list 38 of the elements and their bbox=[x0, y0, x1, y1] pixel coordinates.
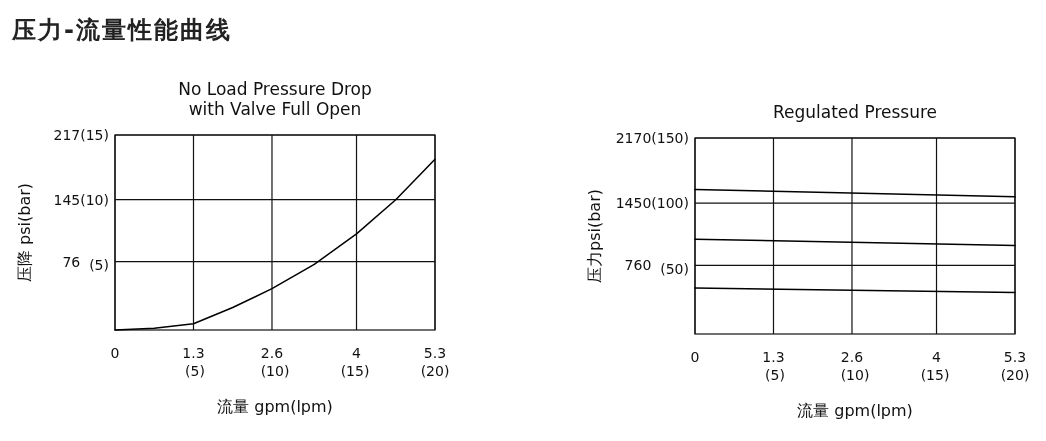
y2-tick-label: (150) bbox=[651, 130, 689, 146]
y-tick-label: 217 bbox=[53, 127, 81, 143]
x2-tick-label: (5) bbox=[185, 363, 205, 379]
y-tick-label: 2170 bbox=[615, 130, 652, 146]
y-axis-title: 压降 psi(bar) bbox=[15, 182, 34, 283]
y-tick-label: 1450 bbox=[615, 195, 652, 212]
x-tick-label: 4 bbox=[352, 345, 362, 361]
x-tick-label: 1.3 bbox=[182, 345, 205, 361]
x-tick-label: 0 bbox=[690, 349, 700, 365]
x-tick-label: 5.3 bbox=[423, 345, 447, 361]
x-axis-title: 流量 gpm(lpm) bbox=[797, 401, 913, 420]
x-tick-label: 0 bbox=[110, 345, 120, 361]
x-tick-label: 2.6 bbox=[840, 349, 864, 365]
x2-tick-label: (15) bbox=[340, 363, 370, 379]
x2-tick-label: (20) bbox=[420, 363, 450, 379]
y-tick-label: 760 bbox=[624, 257, 652, 274]
y2-tick-label: (100) bbox=[651, 195, 689, 212]
x-tick-label: 2.6 bbox=[260, 345, 284, 361]
y-tick-label: 145 bbox=[53, 191, 81, 208]
x-tick-label: 5.3 bbox=[1003, 349, 1027, 365]
y2-tick-label: (5) bbox=[89, 257, 109, 273]
x2-tick-label: (5) bbox=[765, 367, 785, 383]
x2-tick-label: (10) bbox=[840, 367, 870, 383]
x2-tick-label: (10) bbox=[260, 363, 290, 379]
line-series bbox=[114, 158, 436, 331]
y2-tick-label: (10) bbox=[80, 192, 109, 208]
y-axis-title: 压力psi(bar) bbox=[585, 189, 604, 283]
x2-tick-label: (20) bbox=[1000, 367, 1030, 383]
x-tick-label: 1.3 bbox=[762, 349, 785, 365]
y-tick-label: 76 bbox=[62, 253, 81, 270]
chart-title: No Load Pressure Drop with Valve Full Open bbox=[178, 79, 372, 119]
text: 压力-流量性能曲线 bbox=[11, 16, 232, 44]
y2-tick-label: (15) bbox=[80, 127, 109, 143]
x-axis-title: 流量 gpm(lpm) bbox=[217, 397, 333, 416]
x-tick-label: 4 bbox=[932, 349, 942, 365]
x2-tick-label: (15) bbox=[920, 367, 950, 383]
chart-title: Regulated Pressure bbox=[772, 102, 938, 122]
y2-tick-label: (50) bbox=[660, 260, 689, 277]
